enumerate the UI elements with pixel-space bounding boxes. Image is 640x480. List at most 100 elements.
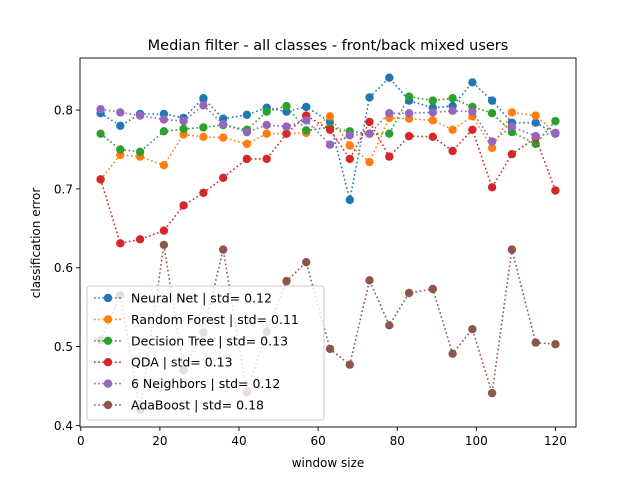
data-point [282, 101, 291, 111]
series-2 [96, 108, 560, 184]
data-point [302, 116, 311, 125]
data-point [345, 141, 354, 150]
data-point [96, 129, 105, 138]
data-point [487, 137, 497, 146]
legend-entry: 6 Neighbors | std= 0.12 [94, 376, 280, 391]
legend-marker [103, 400, 113, 410]
data-point [404, 131, 414, 141]
data-point [345, 360, 354, 369]
data-point [365, 129, 374, 138]
legend-label: AdaBoost | std= 0.18 [131, 398, 264, 413]
data-point [159, 226, 169, 235]
data-point [262, 129, 271, 138]
y-tick-label: 0.7 [54, 182, 73, 196]
data-point [404, 92, 414, 101]
legend: Neural Net | std= 0.12 Random Forest | st… [86, 285, 325, 421]
data-point [468, 125, 477, 134]
data-point [159, 161, 169, 170]
data-point [262, 154, 271, 164]
data-point [242, 154, 252, 164]
data-point [159, 240, 169, 250]
data-point [159, 115, 169, 124]
data-point [199, 188, 208, 197]
data-point [135, 147, 145, 156]
data-point [365, 93, 374, 102]
legend-marker [103, 379, 113, 388]
data-point [199, 101, 208, 110]
legend-label: Random Forest | std= 0.11 [131, 312, 299, 327]
x-axis-label: window size [292, 456, 365, 470]
data-point [365, 276, 374, 285]
data-point [428, 132, 437, 141]
x-tick-label: 100 [465, 434, 488, 448]
data-point [404, 288, 414, 298]
axes: 0 20 40 60 80 100 120 0.4 0.5 0.6 0.7 0.8 [54, 57, 577, 448]
data-point [219, 120, 228, 129]
legend-entry: Random Forest | std= 0.11 [94, 312, 299, 327]
y-tick-label: 0.8 [54, 104, 73, 118]
data-point [179, 124, 188, 134]
data-point [531, 131, 540, 141]
legend-box [86, 285, 325, 421]
data-point [179, 116, 188, 126]
legend-label: Neural Net | std= 0.12 [131, 291, 272, 306]
data-point [242, 127, 252, 137]
series-line [100, 95, 557, 153]
legend-entry: QDA | std= 0.13 [94, 355, 233, 370]
data-point [199, 132, 208, 141]
data-point [551, 116, 560, 126]
data-point [531, 118, 540, 127]
data-point [302, 126, 311, 135]
data-point [428, 116, 437, 125]
data-point [468, 325, 477, 334]
data-point [507, 245, 517, 254]
data-point [385, 129, 394, 138]
series-5 [96, 101, 560, 149]
series-4 [96, 111, 560, 248]
data-point [468, 78, 477, 87]
data-point [487, 109, 497, 118]
data-point [385, 73, 394, 82]
data-point [428, 96, 437, 105]
data-point [487, 183, 497, 192]
data-point [135, 111, 145, 120]
data-point [487, 143, 497, 153]
y-axis-label: classification error [29, 188, 43, 299]
data-point [242, 110, 252, 120]
x-tick-label: 20 [152, 434, 167, 448]
data-point [325, 125, 335, 134]
data-point [345, 195, 354, 205]
data-point [96, 105, 105, 114]
data-point [448, 146, 457, 156]
data-point [448, 125, 457, 134]
data-point [116, 145, 125, 154]
legend-label: QDA | std= 0.13 [131, 355, 233, 370]
legend-marker [103, 336, 113, 345]
data-point [282, 129, 291, 138]
data-point [219, 245, 228, 254]
data-point [385, 152, 394, 161]
data-point [551, 128, 560, 138]
legend-label: 6 Neighbors | std= 0.12 [131, 376, 280, 391]
data-point [345, 154, 354, 164]
data-point [448, 106, 457, 116]
data-point [282, 122, 291, 131]
legend-label: Decision Tree | std= 0.13 [131, 333, 288, 348]
data-point [262, 120, 271, 130]
data-point [242, 139, 252, 149]
data-point [487, 96, 497, 105]
y-tick-label: 0.6 [54, 261, 73, 275]
data-point [404, 109, 414, 118]
legend-entry: AdaBoost | std= 0.18 [94, 398, 264, 413]
data-point [428, 284, 437, 294]
legend-entry: Neural Net | std= 0.12 [94, 291, 272, 306]
data-point [199, 123, 208, 132]
legend-marker [103, 315, 113, 324]
data-point [468, 107, 477, 116]
data-point [199, 94, 208, 103]
y-tick-label: 0.4 [54, 419, 73, 433]
legend-entry: Decision Tree | std= 0.13 [94, 333, 288, 348]
series-line [99, 111, 556, 180]
legend-marker [103, 358, 113, 367]
x-tick-label: 0 [77, 434, 85, 448]
